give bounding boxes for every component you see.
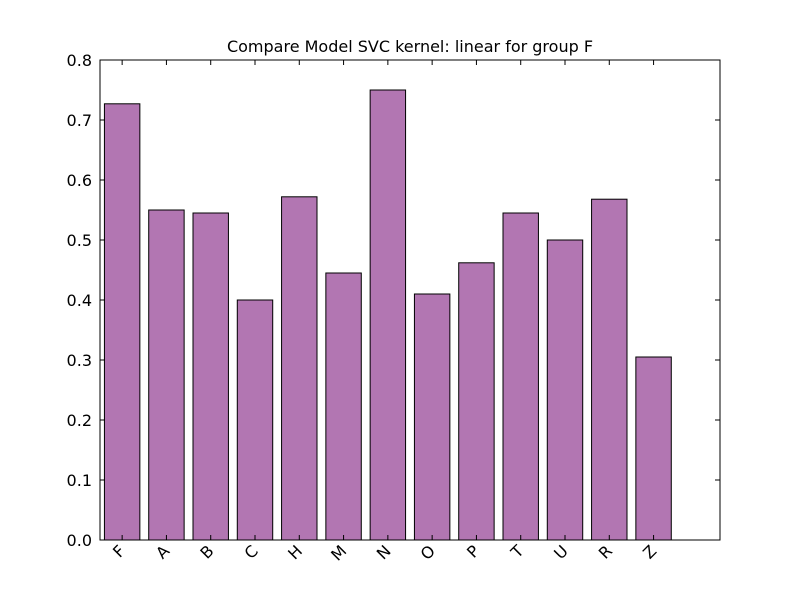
x-tick-label: M [327,541,350,564]
bar-o [413,293,451,541]
bar-n [369,89,407,541]
bar-b [192,212,229,541]
y-tick-label: 0.3 [67,351,92,370]
x-tick-label: U [550,541,572,563]
chart-title: Compare Model SVC kernel: linear for gro… [227,37,593,56]
x-tick-label: B [196,541,217,562]
y-tick-label: 0.2 [67,411,92,430]
y-tick-label: 0.8 [67,51,92,70]
bar-z [635,356,672,541]
x-tick-label: H [284,541,306,563]
y-tick-label: 0.1 [67,471,92,490]
x-tick-label: F [109,541,129,561]
x-tick-label: A [152,541,173,562]
bar-t [502,212,539,541]
bar-p [458,262,495,541]
x-tick-label: O [417,541,439,563]
y-tick-label: 0.0 [67,531,92,550]
y-tick-label: 0.6 [67,171,92,190]
x-tick-label: Z [639,541,660,562]
x-tick-label: C [240,541,261,562]
x-tick-label: R [595,541,616,562]
bar-m [325,272,362,541]
y-tick-label: 0.4 [67,291,92,310]
y-axis: 0.0 0.1 0.2 0.3 0.4 0.5 0.6 0.7 0.8 [67,51,720,550]
bar-h [281,196,318,541]
bar-f [103,103,141,541]
bar-c [236,299,274,541]
x-tick-label: P [463,541,484,562]
y-tick-label: 0.7 [67,111,92,130]
y-tick-label: 0.5 [67,231,92,250]
bar-r [591,198,628,541]
x-tick-label: T [506,541,527,562]
x-tick-label: N [373,541,395,563]
bar-a [148,209,185,541]
bar-u [546,239,584,541]
bars-layer [103,89,672,541]
